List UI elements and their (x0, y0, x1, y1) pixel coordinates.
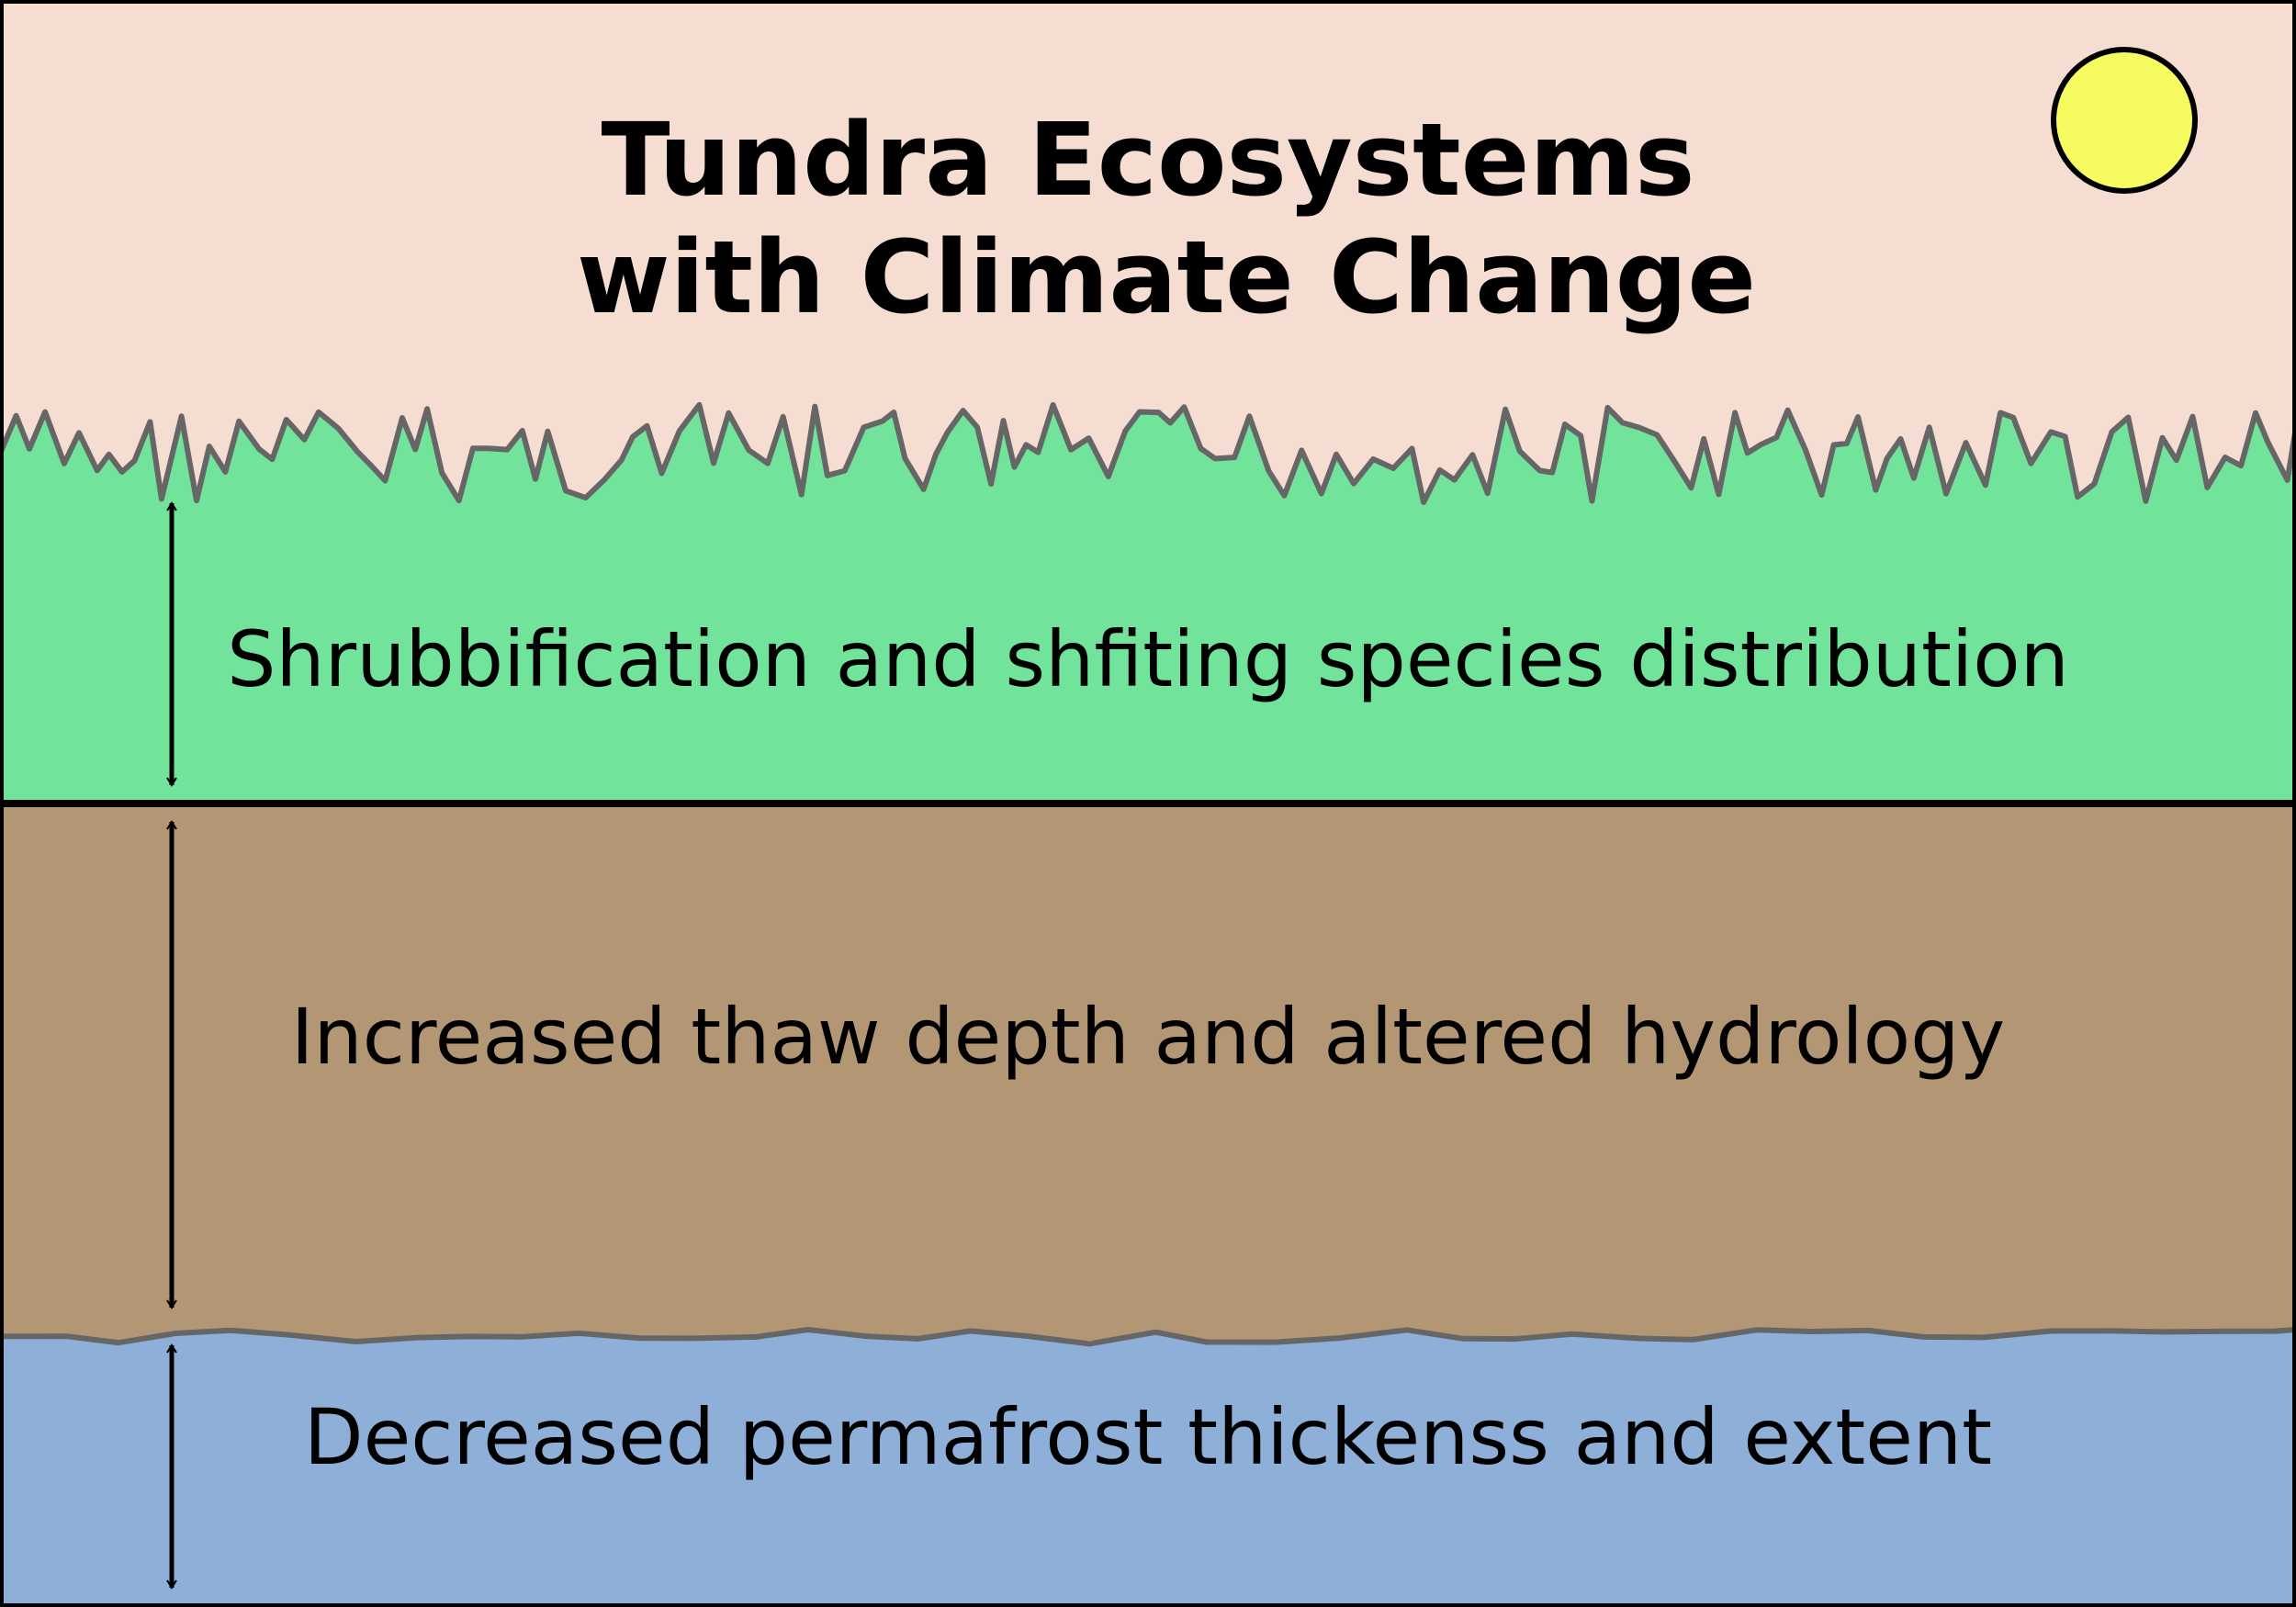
sun-icon (2051, 47, 2198, 194)
active-layer-soil (0, 804, 2296, 1341)
vegetation-layer (0, 404, 2296, 808)
title-line-1: Tundra Ecosystems (602, 101, 1695, 219)
vegetation-label: Shrubbification and shfiting species dis… (227, 614, 2069, 704)
permafrost-boundary (0, 1327, 2296, 1347)
title-line-2: with Climate Change (577, 219, 1756, 336)
permafrost-layer (0, 1330, 2296, 1607)
permafrost-label: Decreased permafrost thickenss and exten… (304, 1392, 1992, 1482)
active-layer-label: Increased thaw depth and altered hydrolo… (291, 992, 2005, 1082)
grass-edge (0, 401, 2296, 505)
